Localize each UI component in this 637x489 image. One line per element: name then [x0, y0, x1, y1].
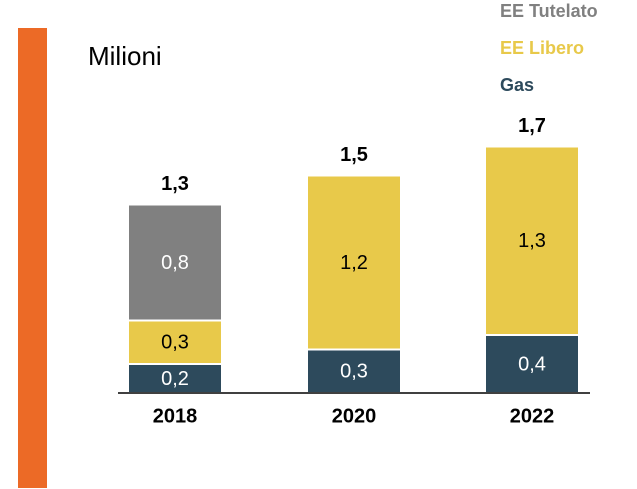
x-tick-label: 2020 [332, 405, 377, 427]
x-tick-label: 2022 [510, 405, 555, 427]
bar-segment [306, 348, 402, 394]
accent-bar [18, 28, 47, 488]
segment-label: 0,3 [161, 332, 189, 354]
segment-label: 1,3 [518, 230, 546, 252]
bar-segment [127, 319, 223, 365]
legend-entry: EE Tutelato [500, 1, 598, 21]
x-tick-label: 2018 [153, 405, 198, 427]
segment-label: 1,2 [340, 252, 368, 274]
legend-entry: Gas [500, 75, 534, 95]
total-label: 1,3 [161, 173, 189, 195]
total-label: 1,5 [340, 144, 368, 166]
total-label: 1,7 [518, 115, 546, 137]
segment-label: 0,8 [161, 252, 189, 274]
segment-label: 0,3 [340, 361, 368, 383]
segment-label: 0,2 [161, 368, 189, 390]
bar-segment [306, 174, 402, 351]
bar-segment [484, 145, 580, 336]
bar-segment [484, 334, 580, 394]
segment-label: 0,4 [518, 353, 546, 375]
bar-segment [127, 203, 223, 322]
chart-title: Milioni [88, 41, 162, 71]
legend-entry: EE Libero [500, 38, 584, 58]
